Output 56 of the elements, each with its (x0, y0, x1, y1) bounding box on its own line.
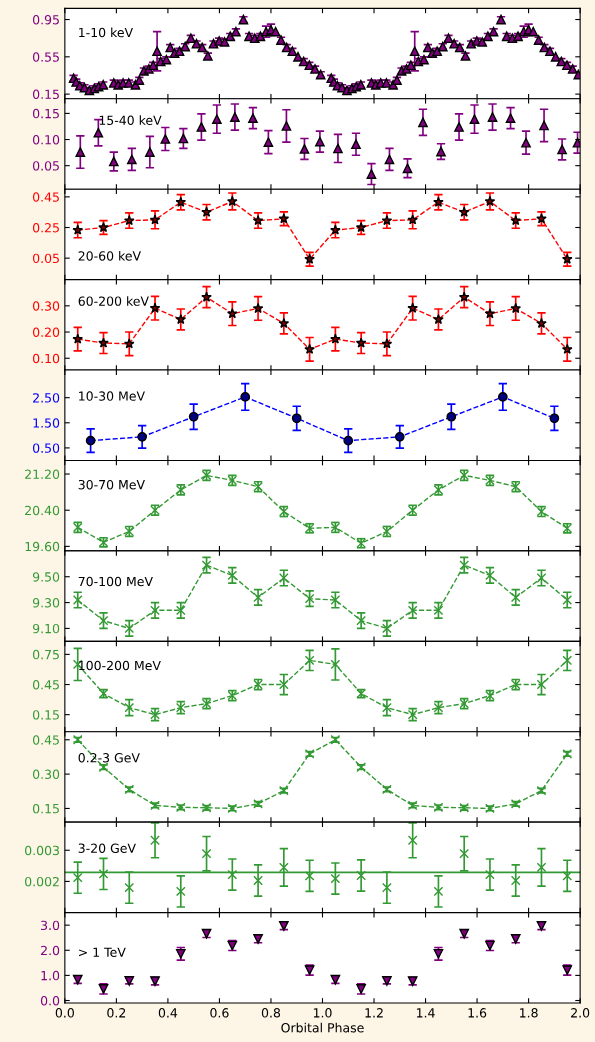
y-tick-label: 0.15 (32, 108, 59, 119)
y-tick-label: 0.0 (40, 995, 60, 1006)
y-tick-label: 0.20 (32, 327, 60, 337)
y-tick-label: 0.15 (32, 710, 59, 720)
y-tick-label: 0.002 (25, 876, 59, 887)
x-tick-label: 1.4 (416, 1008, 435, 1018)
y-tick-label: 0.50 (32, 443, 60, 453)
y-tick-label: 0.10 (32, 135, 60, 145)
x-tick-label: 1.6 (468, 1008, 487, 1018)
y-tick-label: 0.30 (32, 301, 60, 311)
y-tick-label: 21.20 (25, 469, 60, 479)
x-tick-label: 2.0 (571, 1008, 590, 1018)
annotation: 70-100 MeV (78, 576, 153, 587)
y-tick-label: 19.60 (25, 541, 60, 552)
annotation: 20-60 keV (78, 250, 141, 261)
annotation: 30-70 MeV (78, 479, 145, 490)
x-tick-label: 0.2 (107, 1008, 126, 1018)
y-tick-label: 9.30 (32, 598, 60, 608)
y-tick-label: 0.10 (32, 353, 60, 364)
annotation: > 1 TeV (79, 947, 126, 957)
x-tick-label: 1.8 (520, 1008, 538, 1018)
y-tick-label: 2.0 (41, 945, 60, 956)
y-tick-label: 1.50 (33, 418, 60, 428)
annotation: 0.2-3 GeV (78, 753, 140, 763)
y-tick-label: 0.15 (32, 803, 59, 814)
x-tick-label: 0.4 (158, 1008, 178, 1018)
y-tick-label: 0.003 (25, 845, 59, 856)
y-tick-label: 0.05 (32, 253, 59, 264)
x-tick-label: 0.8 (261, 1008, 281, 1018)
annotation: 60-200 keV (78, 296, 149, 306)
annotation: 3-20 GeV (78, 843, 136, 853)
y-tick-label: 0.45 (32, 680, 59, 690)
y-tick-label: 3.0 (41, 920, 60, 931)
y-tick-label: 9.10 (32, 623, 60, 634)
annotation: 1-10 keV (79, 27, 133, 38)
x-tick-label: 0.6 (210, 1008, 229, 1018)
annotation: 10-30 MeV (79, 391, 145, 401)
y-tick-label: 0.75 (32, 649, 59, 660)
y-tick-label: 0.45 (32, 192, 59, 202)
annotation: 15-40 keV (99, 115, 162, 125)
y-tick-label: 0.55 (32, 52, 59, 62)
y-tick-label: 9.50 (32, 572, 60, 582)
y-tick-label: 2.50 (33, 393, 60, 403)
y-tick-label: 0.05 (32, 161, 59, 171)
y-tick-label: 20.40 (25, 505, 60, 516)
y-tick-label: 1.0 (41, 970, 60, 981)
y-tick-label: 0.15 (32, 89, 59, 100)
x-tick-label: 0.0 (55, 1008, 74, 1018)
annotation: 100-200 MeV (79, 660, 161, 671)
x-axis-title: Orbital Phase (281, 1022, 364, 1033)
y-tick-label: 0.95 (32, 14, 59, 25)
y-tick-label: 0.30 (32, 769, 60, 780)
x-tick-label: 1.0 (313, 1008, 332, 1018)
y-tick-label: 0.25 (32, 222, 59, 233)
y-tick-label: 0.45 (32, 735, 59, 745)
x-tick-label: 1.2 (365, 1008, 383, 1018)
